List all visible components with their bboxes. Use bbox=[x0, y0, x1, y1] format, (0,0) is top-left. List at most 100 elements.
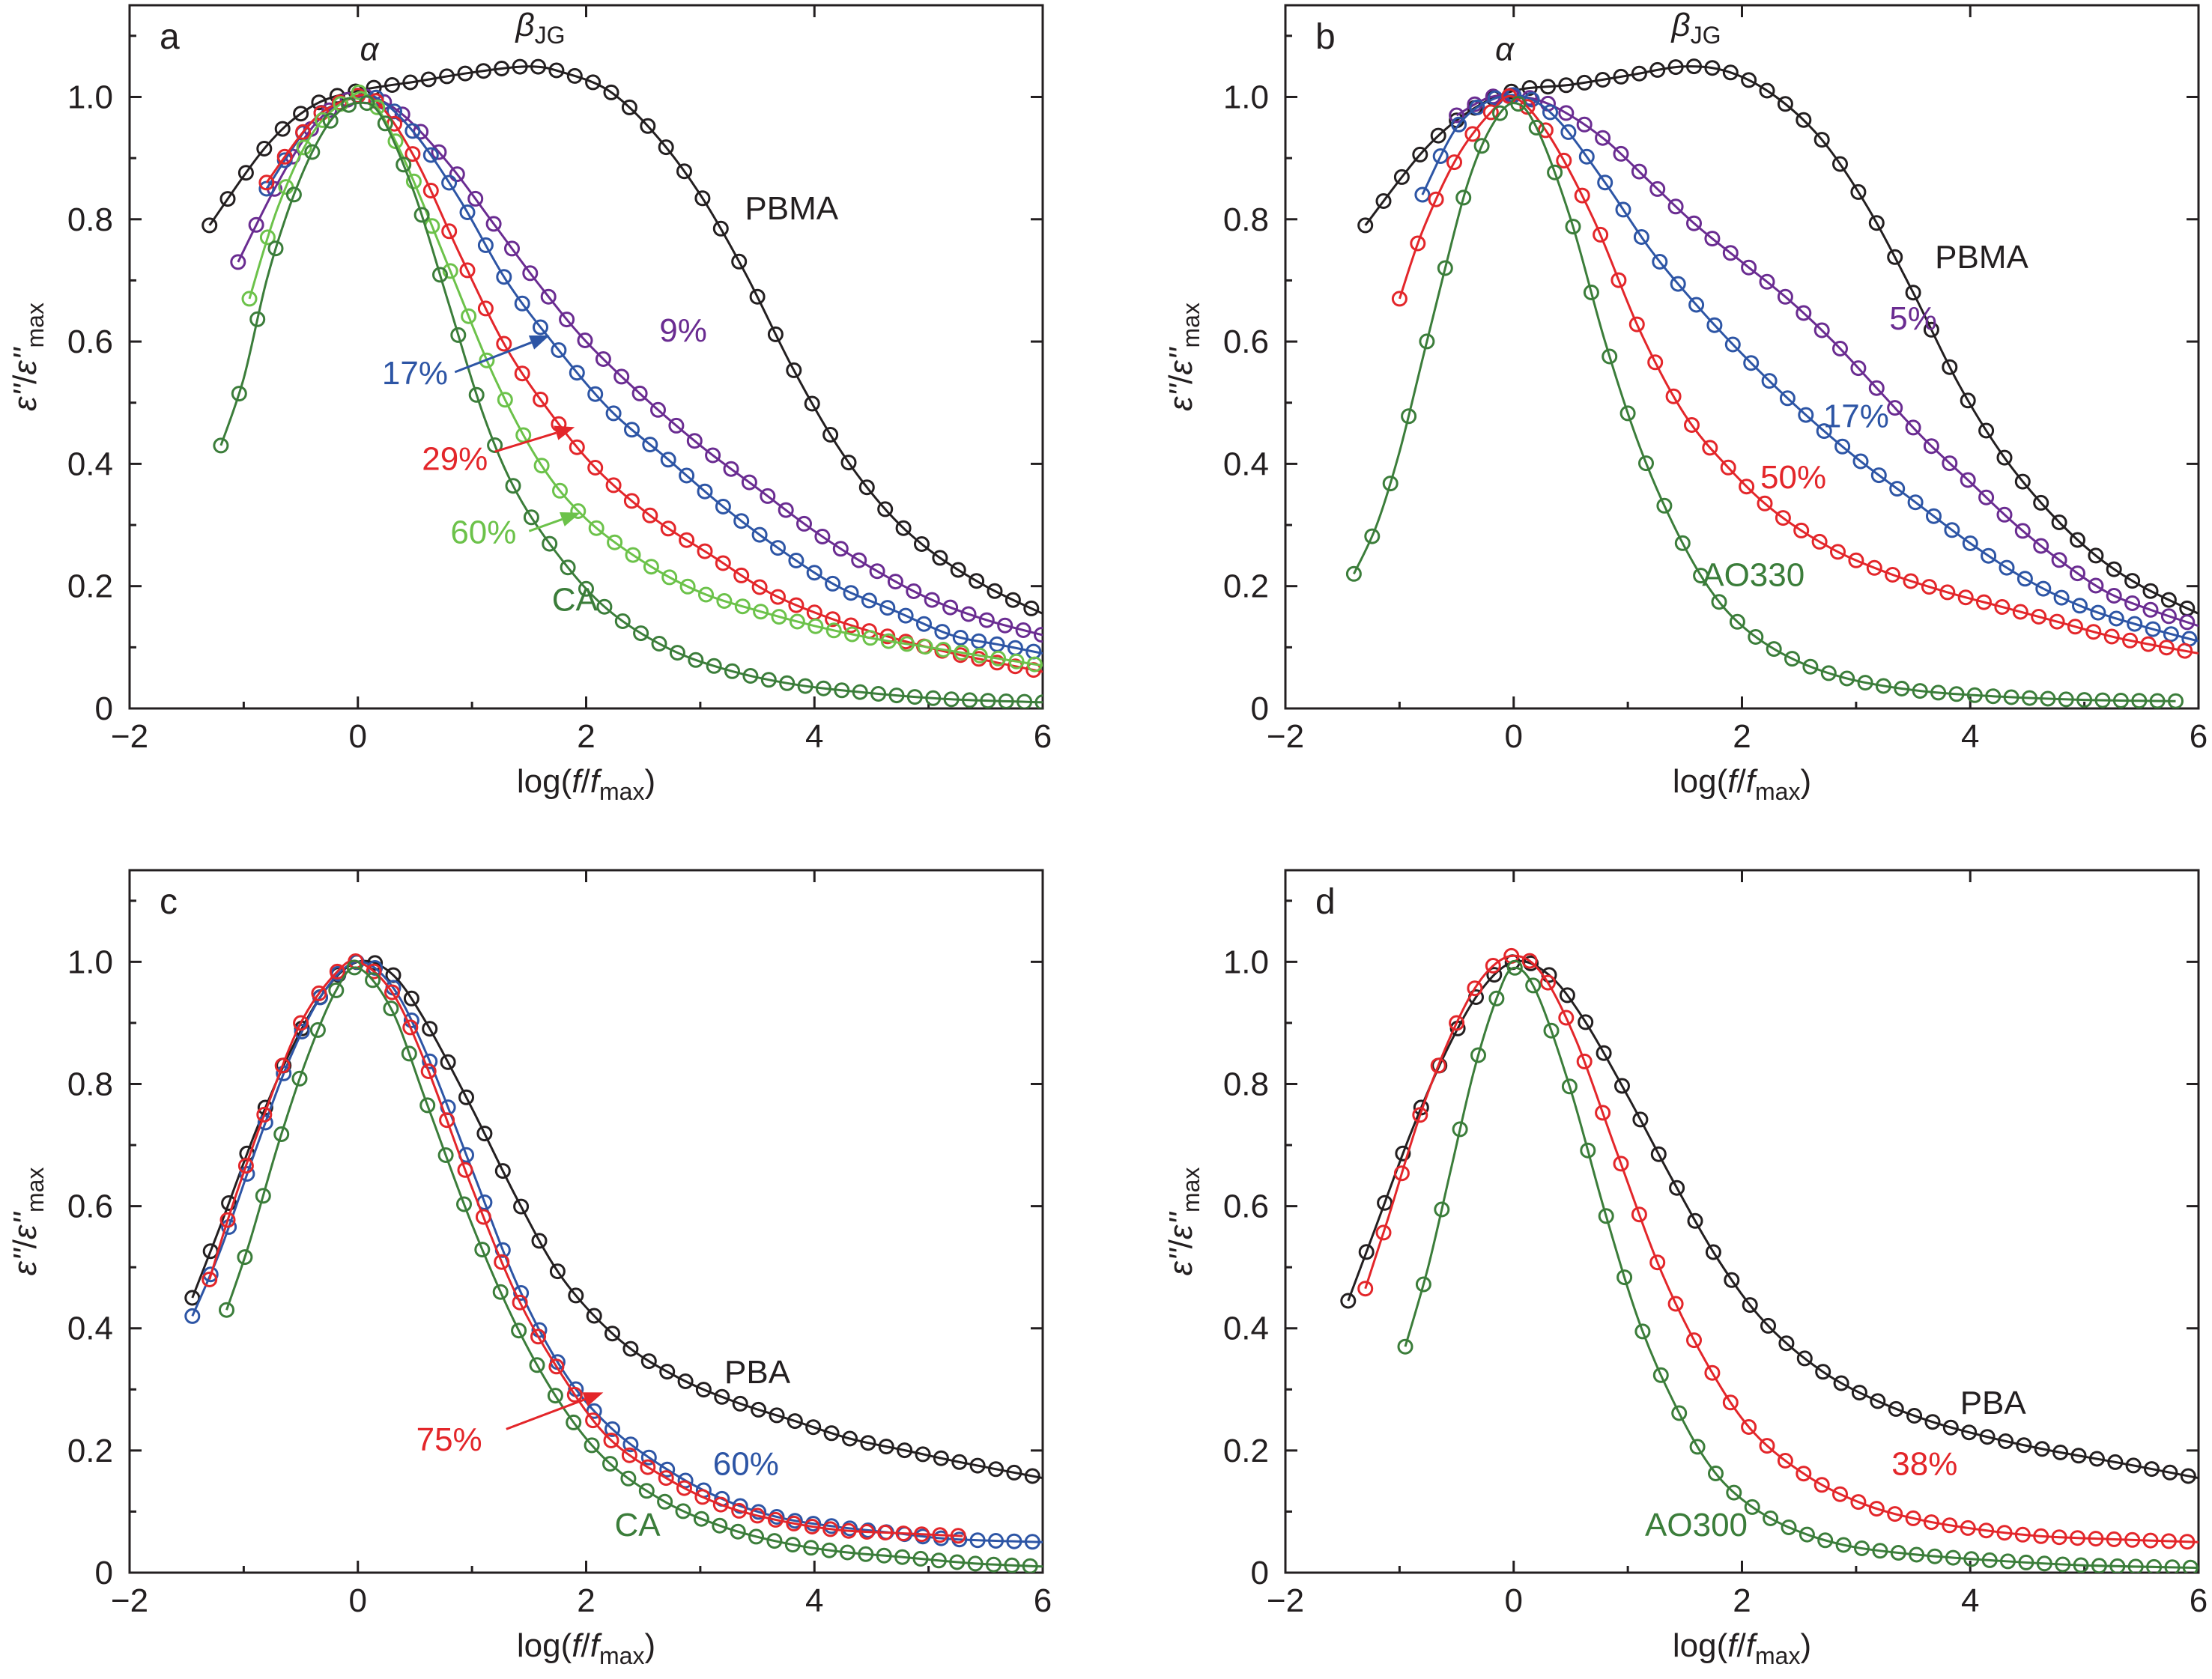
data-point bbox=[860, 1435, 876, 1451]
data-point bbox=[1850, 360, 1867, 377]
data-point bbox=[439, 1112, 455, 1129]
data-point bbox=[1446, 154, 1462, 171]
data-point bbox=[1942, 1517, 1958, 1534]
data-point bbox=[1816, 423, 1832, 440]
data-point bbox=[1961, 1424, 1978, 1441]
data-point bbox=[2085, 624, 2102, 640]
data-point bbox=[613, 368, 630, 385]
data-point bbox=[396, 157, 412, 173]
data-point bbox=[621, 1447, 637, 1463]
data-point bbox=[1944, 522, 1960, 538]
data-point bbox=[934, 624, 951, 640]
data-point bbox=[950, 562, 966, 578]
data-point bbox=[786, 362, 802, 378]
data-point bbox=[677, 1472, 694, 1489]
data-point bbox=[1602, 348, 1618, 365]
data-point bbox=[413, 207, 430, 223]
data-point bbox=[511, 1323, 527, 1339]
data-point bbox=[569, 439, 585, 455]
data-point bbox=[2094, 692, 2111, 708]
data-point bbox=[822, 1521, 839, 1537]
data-point bbox=[1930, 684, 1947, 701]
data-point bbox=[505, 478, 521, 494]
data-point bbox=[2103, 628, 2120, 645]
data-point bbox=[869, 563, 885, 580]
data-point bbox=[603, 1433, 619, 1448]
panel-c: −2 0 2 4 600.20.40.60.81.0clog(f/fmax)ε''/ε'… bbox=[7, 869, 1052, 1669]
data-point bbox=[1888, 1400, 1904, 1417]
data-point bbox=[1578, 1014, 1594, 1030]
data-point bbox=[586, 1308, 602, 1324]
data-point bbox=[823, 1425, 840, 1442]
data-point bbox=[1428, 191, 1444, 207]
data-point bbox=[1907, 494, 1924, 511]
data-point bbox=[1923, 1514, 1939, 1531]
data-point bbox=[1981, 1552, 1998, 1568]
annotation-arrow bbox=[528, 512, 581, 532]
annotation-label: AO300 bbox=[1645, 1507, 1748, 1543]
data-point bbox=[2036, 1555, 2052, 1572]
data-point bbox=[587, 460, 604, 476]
data-point bbox=[2018, 1554, 2034, 1570]
data-point bbox=[276, 148, 293, 165]
data-point bbox=[1777, 288, 1793, 305]
data-point bbox=[1793, 522, 1810, 538]
data-point bbox=[2088, 1451, 2105, 1467]
data-point bbox=[877, 501, 894, 517]
data-point bbox=[1542, 104, 1558, 121]
data-point bbox=[2033, 1528, 2049, 1544]
data-point bbox=[1006, 1533, 1022, 1549]
data-point bbox=[2108, 610, 2124, 627]
data-point bbox=[2127, 616, 2143, 632]
data-point bbox=[1375, 1224, 1392, 1241]
panel-d: −2 0 2 4 600.20.40.60.81.0dlog(f/fmax)ε''/ε'… bbox=[1163, 869, 2208, 1669]
data-point bbox=[1704, 231, 1721, 247]
data-point bbox=[660, 452, 676, 468]
data-point bbox=[377, 115, 393, 132]
data-point bbox=[504, 240, 520, 257]
data-point bbox=[2090, 604, 2106, 621]
data-point bbox=[1596, 1045, 1612, 1061]
data-point bbox=[1999, 559, 2015, 576]
data-point bbox=[1759, 82, 1775, 99]
data-point bbox=[1485, 958, 1501, 974]
data-point bbox=[862, 630, 879, 646]
data-point bbox=[259, 229, 276, 246]
annotation-arrow bbox=[494, 425, 575, 453]
data-point bbox=[559, 312, 575, 328]
data-point bbox=[2031, 609, 2047, 625]
data-point bbox=[731, 253, 748, 270]
data-point bbox=[437, 1147, 454, 1163]
data-point bbox=[2014, 1526, 2031, 1543]
y-tick-label: 0.6 bbox=[67, 1188, 113, 1225]
data-point bbox=[657, 1493, 673, 1510]
data-point bbox=[942, 599, 959, 616]
data-point bbox=[897, 607, 914, 624]
data-point bbox=[533, 458, 550, 474]
data-point bbox=[2125, 1457, 2142, 1474]
data-point bbox=[1963, 1551, 1980, 1567]
data-point bbox=[1741, 72, 1757, 88]
data-point bbox=[1015, 622, 1031, 638]
data-point bbox=[468, 386, 485, 403]
data-point bbox=[2051, 514, 2067, 530]
y-axis-label: ε''/ε''max bbox=[1163, 303, 1205, 411]
data-point bbox=[1358, 1244, 1375, 1260]
data-point bbox=[450, 327, 467, 343]
data-point bbox=[1796, 1466, 1812, 1482]
data-point bbox=[1412, 1107, 1428, 1123]
data-point bbox=[2124, 573, 2141, 589]
data-point bbox=[219, 191, 236, 207]
data-point bbox=[1779, 390, 1796, 407]
data-point bbox=[2163, 626, 2179, 643]
data-point bbox=[1962, 535, 1978, 551]
data-point bbox=[587, 386, 604, 402]
data-point bbox=[1759, 1438, 1775, 1454]
data-point bbox=[2106, 1531, 2122, 1547]
y-tick-label: 0.8 bbox=[67, 1066, 113, 1102]
data-point bbox=[675, 1503, 691, 1519]
data-point bbox=[622, 1436, 639, 1453]
data-point bbox=[1887, 249, 1903, 265]
annotation-label: CA bbox=[552, 581, 599, 618]
data-point bbox=[1432, 148, 1449, 164]
